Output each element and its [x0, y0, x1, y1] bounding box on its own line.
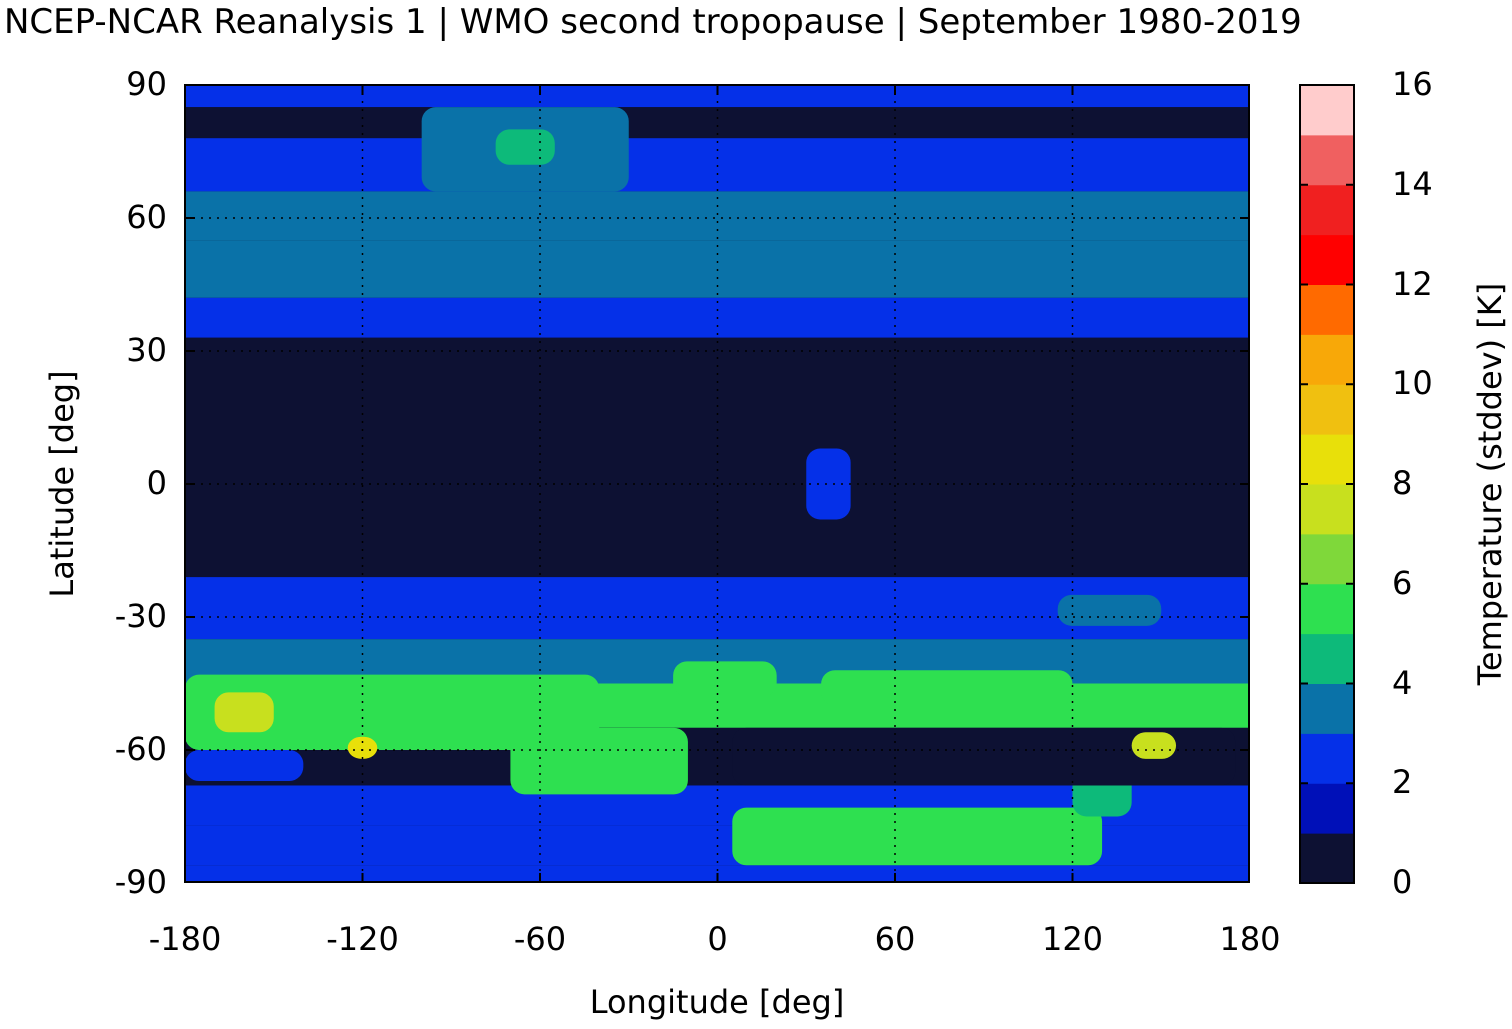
colorbar-tick-label-7: 14 — [1392, 164, 1433, 203]
region-patch-10 — [1057, 594, 1162, 626]
x-tick-label-3: 0 — [707, 920, 728, 958]
region-patch-4 — [510, 727, 688, 795]
colorbar — [1300, 84, 1354, 884]
y-tick-label-3: 0 — [146, 464, 167, 502]
region-patch-13 — [1131, 732, 1177, 759]
region-patch-2 — [185, 674, 600, 750]
chart-title: NCEP-NCAR Reanalysis 1 | WMO second trop… — [4, 2, 1302, 42]
x-tick-label-1: -120 — [326, 920, 399, 958]
colorbar-segment-3 — [1300, 683, 1354, 734]
colorbar-tick-label-1: 2 — [1392, 763, 1413, 802]
colorbar-segment-9 — [1300, 384, 1354, 435]
colorbar-tick-label-4: 8 — [1392, 464, 1413, 502]
region-patch-11 — [806, 448, 851, 520]
region-patch-1 — [495, 129, 555, 165]
y-axis-label: Latitude [deg] — [43, 370, 81, 598]
x-axis-label: Longitude [deg] — [589, 983, 845, 1021]
colorbar-gradient — [1300, 84, 1354, 884]
y-tick-label-6: -90 — [114, 863, 167, 901]
y-tick-label-5: -60 — [114, 730, 167, 768]
region-patch-8 — [673, 661, 777, 697]
zonal-band-6 — [185, 337, 1250, 578]
colorbar-segment-8 — [1300, 434, 1354, 485]
colorbar-tick-label-6: 12 — [1392, 264, 1433, 303]
colorbar-segment-2 — [1300, 733, 1354, 784]
y-tick-label-2: 30 — [126, 331, 167, 369]
colorbar-tick-label-0: 0 — [1392, 863, 1413, 901]
x-tick-label-6: 180 — [1219, 920, 1281, 958]
colorbar-frame — [1299, 84, 1355, 884]
region-patch-12 — [185, 750, 304, 782]
colorbar-segment-0 — [1300, 833, 1354, 884]
colorbar-tick-label-2: 4 — [1392, 663, 1413, 702]
y-tick-label-0: 90 — [126, 65, 167, 103]
colorbar-segment-1 — [1300, 783, 1354, 834]
colorbar-label: Temperature (stddev) [K] — [1471, 282, 1509, 686]
colorbar-segment-15 — [1300, 85, 1354, 136]
y-tick-label-1: 60 — [126, 198, 167, 236]
zonal-band-3 — [185, 191, 1250, 241]
zonal-band-0 — [185, 85, 1250, 108]
colorbar-segment-4 — [1300, 633, 1354, 684]
colorbar-segment-12 — [1300, 234, 1354, 285]
colorbar-segment-14 — [1300, 134, 1354, 186]
colorbar-segment-11 — [1300, 284, 1354, 335]
x-tick-label-4: 60 — [874, 920, 916, 958]
x-tick-label-2: -60 — [513, 920, 567, 958]
colorbar-tick-label-3: 6 — [1392, 563, 1413, 602]
zonal-band-4 — [185, 240, 1250, 298]
colorbar-tick-label-5: 10 — [1392, 364, 1433, 403]
colorbar-segment-5 — [1300, 583, 1354, 635]
y-tick-label-4: -30 — [114, 597, 167, 635]
region-patch-9 — [821, 670, 1073, 706]
region-patch-7 — [732, 727, 1236, 786]
x-tick-label-0: -180 — [148, 920, 222, 958]
region-patch-5 — [732, 807, 1103, 866]
colorbar-tick-label-8: 16 — [1392, 65, 1433, 103]
x-tick-label-5: 120 — [1041, 920, 1104, 958]
region-patch-3 — [214, 692, 274, 733]
plot-area — [185, 85, 1250, 883]
heatmap — [185, 85, 1250, 883]
colorbar-segment-6 — [1300, 533, 1354, 585]
region-patch-14 — [347, 736, 378, 759]
colorbar-segment-10 — [1300, 334, 1354, 385]
colorbar-segment-7 — [1300, 484, 1354, 535]
colorbar-segment-13 — [1300, 184, 1354, 236]
zonal-band-2 — [185, 138, 1250, 192]
